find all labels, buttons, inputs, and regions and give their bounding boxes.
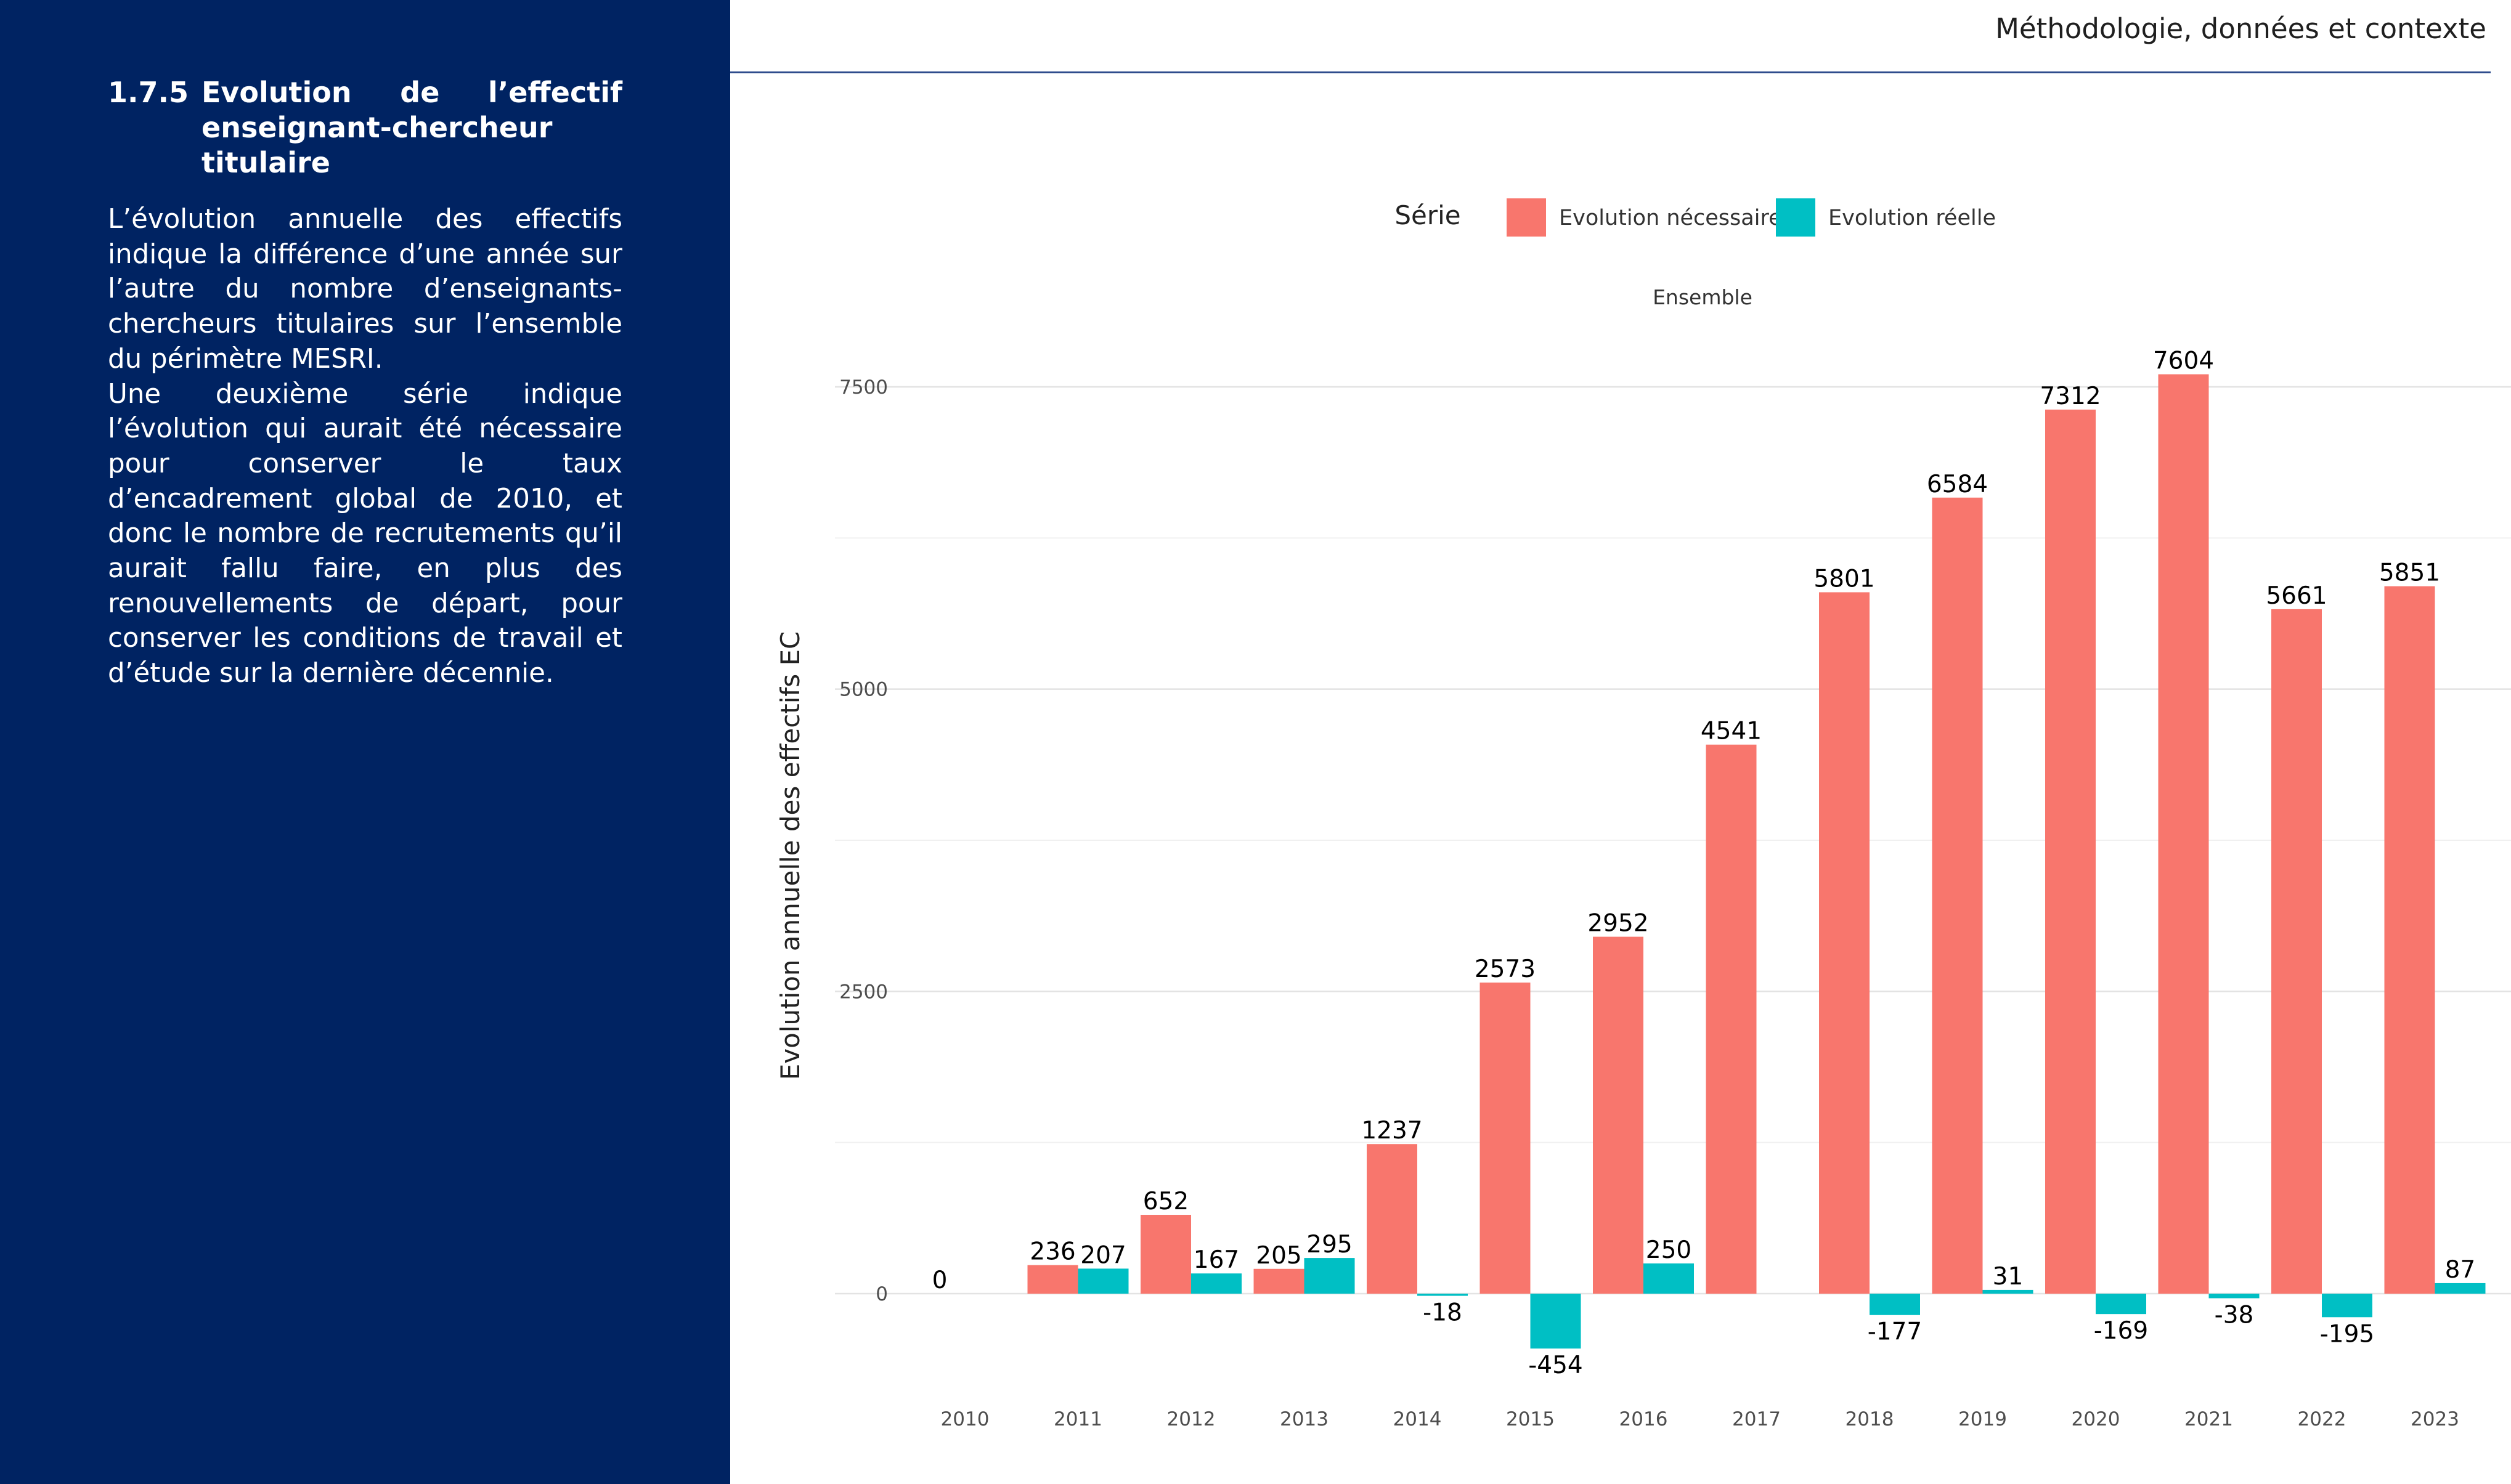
data-label: -454 — [1528, 1352, 1583, 1379]
data-label: 2573 — [1475, 955, 1536, 983]
legend-label: Evolution réelle — [1828, 206, 1996, 230]
data-label: 5661 — [2266, 582, 2327, 610]
bar-chart: Série Evolution nécessaire Evolution réell… — [775, 198, 2511, 1430]
data-label: 167 — [1194, 1246, 1239, 1274]
y-tick-label: 2500 — [839, 981, 888, 1003]
bar-necessaire — [1253, 1268, 1304, 1294]
data-label: 250 — [1646, 1236, 1691, 1264]
x-tick-label: 2022 — [2298, 1408, 2346, 1430]
data-label: 4541 — [1701, 718, 1762, 745]
chart-grid — [835, 386, 2511, 1295]
x-tick-label: 2017 — [1732, 1408, 1781, 1430]
chart-data-labels: 0 236 207 652 167 205 295 1237 -18 2573 -454 2952 25… — [932, 347, 2476, 1380]
data-label: 7312 — [2040, 383, 2101, 410]
bar-necessaire — [1706, 744, 1757, 1294]
chart-legend: Série Evolution nécessaire Evolution réell… — [1394, 198, 1996, 237]
bar-reelle — [1191, 1273, 1242, 1294]
x-tick-label: 2021 — [2184, 1408, 2233, 1430]
bar-reelle — [2435, 1283, 2486, 1294]
data-label: 0 — [932, 1267, 948, 1294]
bar-necessaire — [1593, 936, 1643, 1294]
data-label: 31 — [1993, 1263, 2024, 1291]
facet-label: Ensemble — [1653, 285, 1752, 309]
data-label: -169 — [2094, 1317, 2149, 1345]
x-tick-label: 2020 — [2072, 1408, 2120, 1430]
intro-paragraph: L’évolution annuelle des effectifs indiq… — [108, 204, 622, 375]
x-tick-label: 2011 — [1054, 1408, 1102, 1430]
bar-necessaire — [2158, 374, 2209, 1294]
data-label: 6584 — [1927, 471, 1988, 498]
intro-paragraph: Une deuxième série indique l’évolution q… — [108, 378, 622, 689]
bar-reelle — [1643, 1263, 1694, 1294]
bar-necessaire — [1932, 497, 1983, 1294]
y-tick-label: 0 — [876, 1283, 888, 1305]
y-axis-title: Evolution annuelle des effectifs EC — [775, 631, 805, 1081]
data-label: 5851 — [2379, 559, 2440, 587]
bar-necessaire — [2384, 586, 2435, 1294]
legend-label: Evolution nécessaire — [1559, 206, 1782, 230]
bar-necessaire — [1027, 1265, 1078, 1294]
bar-necessaire — [1141, 1215, 1191, 1294]
bar-reelle — [2322, 1294, 2372, 1318]
bar-reelle — [1417, 1294, 1468, 1296]
x-tick-label: 2012 — [1167, 1408, 1216, 1430]
bar-necessaire — [2271, 609, 2322, 1294]
data-label: 295 — [1306, 1231, 1352, 1259]
bar-necessaire — [1819, 592, 1870, 1294]
bar-reelle — [2208, 1294, 2260, 1299]
data-label: 7604 — [2153, 347, 2214, 375]
bar-reelle — [1304, 1258, 1355, 1294]
bar-reelle — [1982, 1289, 2033, 1294]
data-label: 5801 — [1813, 565, 1874, 593]
x-tick-label: 2018 — [1846, 1408, 1894, 1430]
data-label: 1237 — [1361, 1117, 1422, 1145]
data-label: -18 — [1423, 1299, 1462, 1327]
data-label: 236 — [1030, 1238, 1075, 1266]
x-tick-label: 2016 — [1619, 1408, 1668, 1430]
x-tick-label: 2014 — [1393, 1408, 1442, 1430]
x-tick-label: 2023 — [2411, 1408, 2459, 1430]
bar-necessaire — [2045, 409, 2096, 1294]
header-divider — [730, 71, 2491, 73]
y-tick-label: 5000 — [839, 679, 888, 701]
data-label: 87 — [2445, 1256, 2476, 1284]
x-tick-label: 2015 — [1506, 1408, 1555, 1430]
bar-reelle — [1530, 1294, 1581, 1349]
bar-reelle — [2096, 1294, 2146, 1315]
data-label: -38 — [2215, 1301, 2254, 1329]
bar-reelle — [1870, 1294, 1920, 1315]
data-label: -177 — [1868, 1318, 1923, 1346]
bar-reelle — [1078, 1268, 1129, 1294]
section-number: 1.7.5 — [108, 76, 189, 109]
data-label: 652 — [1143, 1188, 1189, 1215]
data-label: 207 — [1080, 1241, 1126, 1269]
chart-bars — [1027, 374, 2486, 1349]
legend-swatch — [1776, 198, 1815, 237]
sidebar-panel: 1.7.5 Evolution de l’effectif enseignant… — [0, 0, 730, 1484]
x-tick-label: 2019 — [1958, 1408, 2007, 1430]
bar-necessaire — [1479, 982, 1531, 1294]
y-tick-label: 7500 — [839, 376, 888, 399]
bar-necessaire — [1367, 1144, 1417, 1294]
section-title: Evolution de l’effectif enseignant-cherc… — [201, 76, 622, 179]
data-label: -195 — [2320, 1320, 2375, 1348]
x-tick-label: 2010 — [941, 1408, 990, 1430]
page-header-title: Méthodologie, données et contexte — [1995, 12, 2486, 45]
legend-title: Série — [1394, 200, 1460, 230]
legend-swatch — [1507, 198, 1546, 237]
x-tick-label: 2013 — [1280, 1408, 1329, 1430]
data-label: 2952 — [1587, 910, 1648, 938]
intro-text: L’évolution annuelle des effectifs indiq… — [108, 202, 622, 691]
data-label: 205 — [1256, 1242, 1301, 1270]
